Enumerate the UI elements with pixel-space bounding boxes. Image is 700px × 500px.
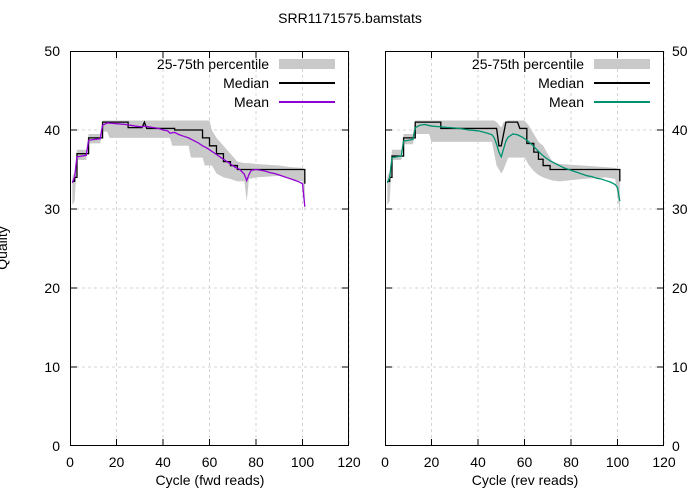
- plot-frame: [385, 51, 664, 446]
- legend-item-mean: Mean: [472, 92, 650, 111]
- y-tick-label-right: 50: [672, 43, 688, 59]
- x-tick-label: 60: [516, 454, 533, 470]
- x-axis-label-rev: Cycle (rev reads): [471, 472, 579, 488]
- x-tick-label: 80: [248, 454, 264, 470]
- legend-label-median: Median: [223, 74, 269, 91]
- y-tick-label-left: 40: [44, 122, 60, 138]
- legend-item-median: Median: [157, 73, 335, 92]
- x-tick-label: 60: [201, 454, 218, 470]
- median-line-swatch: [279, 81, 335, 84]
- x-tick-label: 0: [381, 454, 389, 470]
- legend-label-mean: Mean: [233, 93, 269, 110]
- y-tick-label-right: 0: [672, 438, 680, 454]
- x-tick-label: 120: [337, 454, 361, 470]
- y-tick-label-left: 50: [44, 43, 60, 59]
- x-tick-label: 0: [66, 454, 74, 470]
- legend-fwd: 25-75th percentile Median Mean: [157, 54, 335, 111]
- x-tick-label: 20: [423, 454, 440, 470]
- legend-item-percentile: 25-75th percentile: [472, 54, 650, 73]
- y-tick-label-left: 0: [52, 438, 60, 454]
- legend-item-mean: Mean: [157, 92, 335, 111]
- mean-line-swatch: [594, 100, 650, 103]
- median-line-swatch: [594, 81, 650, 84]
- percentile-band: [72, 120, 305, 213]
- plot-area-rev: [385, 51, 665, 446]
- legend-rev: 25-75th percentile Median Mean: [472, 54, 650, 111]
- legend-label-percentile: 25-75th percentile: [156, 55, 269, 72]
- legend-label-mean: Mean: [548, 93, 584, 110]
- x-tick-label: 40: [155, 454, 171, 470]
- x-tick-label: 100: [290, 454, 315, 470]
- x-tick-label: 40: [470, 454, 486, 470]
- percentile-band-swatch: [279, 58, 335, 69]
- x-tick-label: 120: [652, 454, 676, 470]
- y-tick-label-right: 30: [672, 201, 688, 217]
- page-title: SRR1171575.bamstats: [278, 10, 422, 26]
- plot-fwd-reads: 25-75th percentile Median Mean: [70, 51, 350, 446]
- x-axis-label-fwd: Cycle (fwd reads): [155, 472, 265, 488]
- y-tick-label-left: 20: [44, 280, 60, 296]
- y-tick-label-right: 20: [672, 280, 688, 296]
- mean-line-swatch: [279, 100, 335, 103]
- x-tick-label: 20: [108, 454, 125, 470]
- mean-line: [386, 123, 621, 202]
- y-tick-label-left: 30: [44, 201, 60, 217]
- mean-line: [71, 122, 306, 207]
- y-tick-label-left: 10: [44, 359, 60, 375]
- x-tick-label: 80: [563, 454, 579, 470]
- plot-rev-reads: 25-75th percentile Median Mean: [385, 51, 665, 446]
- plot-area-fwd: [70, 51, 350, 446]
- percentile-band: [387, 120, 620, 213]
- plot-frame: [70, 51, 349, 446]
- x-tick-label: 100: [605, 454, 630, 470]
- y-axis-label: Quality: [0, 226, 10, 270]
- legend-label-percentile: 25-75th percentile: [471, 55, 584, 72]
- y-tick-label-right: 10: [672, 359, 688, 375]
- legend-item-median: Median: [472, 73, 650, 92]
- legend-label-median: Median: [538, 74, 584, 91]
- y-tick-label-right: 40: [672, 122, 688, 138]
- median-line: [387, 121, 621, 183]
- legend-item-percentile: 25-75th percentile: [157, 54, 335, 73]
- percentile-band-swatch: [594, 58, 650, 69]
